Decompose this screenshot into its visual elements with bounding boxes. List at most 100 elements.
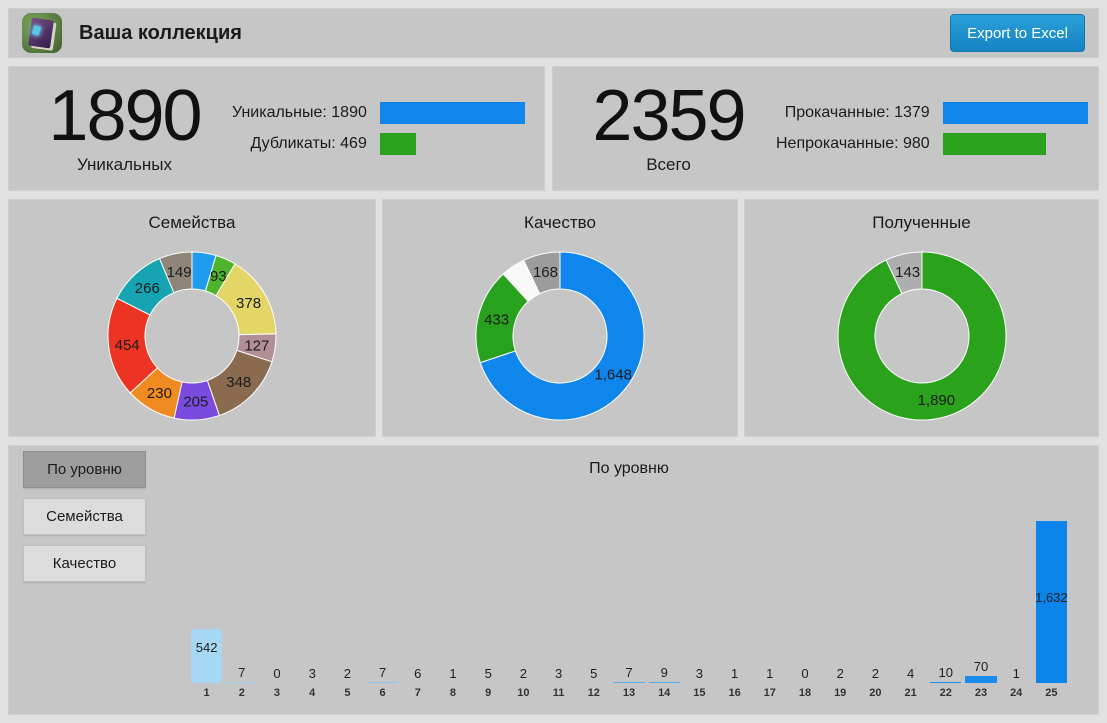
obtained-donut-panel: Полученные 1,890 143 (744, 199, 1099, 437)
unique-stat-card: 1890 Уникальных Уникальные: 1890 Дублика… (8, 66, 545, 191)
bar-value-label: 3 (554, 666, 563, 681)
upgraded-bar (942, 102, 1088, 124)
bar-x-label: 15 (693, 687, 706, 699)
unique-row-label: Уникальные: 1890 (232, 104, 367, 121)
bar-x-label: 19 (834, 687, 847, 699)
donut-segment (522, 251, 561, 295)
donut-segment-label: 127 (244, 337, 269, 354)
obtained-donut-title: Полученные (872, 213, 971, 232)
bar-x-label: 22 (939, 687, 952, 699)
quality-donut-chart: 1,648 433 168 (475, 251, 645, 421)
bar-slot-level-15: 3 15 (682, 499, 717, 699)
bar-value-label: 4 (906, 666, 915, 681)
export-to-excel-button[interactable]: Export to Excel (950, 14, 1085, 52)
unique-caption: Уникальных (76, 154, 173, 174)
bar-slot-level-1: 542 1 (189, 499, 224, 699)
level-bar (367, 682, 399, 683)
donut-segment (884, 251, 922, 295)
bar-slot-level-10: 2 10 (506, 499, 541, 699)
bar-x-label: 23 (974, 687, 988, 699)
bar-value-label: 7 (378, 665, 387, 680)
bar-slot-level-24: 1 24 (999, 499, 1034, 699)
chart-mode-tabs: По уровню Семейства Качество (23, 451, 146, 592)
donut-segment-label: 348 (226, 374, 251, 391)
unique-count-block: 1890 Уникальных (17, 76, 232, 174)
bar-x-label: 10 (517, 687, 530, 699)
bar-x-label: 4 (309, 687, 316, 699)
bar-slot-level-18: 0 18 (787, 499, 822, 699)
bar-x-label: 24 (1010, 687, 1023, 699)
bar-x-label: 8 (449, 687, 457, 699)
upgraded-row-label: Прокачанные: 1379 (784, 104, 930, 121)
level-bar-chart: 542 1 7 2 0 3 3 4 2 5 7 6 6 7 1 8 5 9 2 10 3 11 5 12 7 13 9 14 3 15 1 1… (189, 499, 1069, 699)
donut-segment (837, 251, 1006, 421)
unique-count: 1890 (48, 76, 202, 157)
bar-slot-level-21: 4 21 (893, 499, 928, 699)
donut-segment-label: 168 (533, 264, 558, 281)
level-bar (613, 682, 645, 683)
bar-slot-level-14: 9 14 (647, 499, 682, 699)
level-bar (965, 676, 997, 683)
duplicates-row: Дубликаты: 469 (232, 133, 525, 155)
bar-value-label: 5 (484, 666, 492, 681)
bar-value-label: 9 (660, 665, 668, 680)
donut-segment-label: 230 (147, 385, 172, 402)
level-bar (1035, 521, 1067, 683)
donut-segment-label: 205 (183, 393, 208, 410)
donut-segment (479, 251, 645, 421)
quality-donut-panel: Качество 1,648 433 168 (382, 199, 738, 437)
donut-segment (158, 251, 193, 294)
not-upgraded-row: Непрокачанные: 980 (776, 133, 1088, 155)
bar-value-label: 0 (273, 666, 281, 681)
bar-x-label: 12 (587, 687, 600, 699)
bar-x-label: 1 (203, 687, 210, 699)
bar-value-label: 1 (449, 666, 457, 681)
level-bar (226, 682, 258, 683)
families-donut-panel: Семейства 93 378 127 348 205 230 454 266 149 (8, 199, 376, 437)
bar-slot-level-13: 7 13 (611, 499, 646, 699)
bar-x-label: 20 (869, 687, 882, 699)
bar-value-label: 7 (238, 665, 246, 680)
bar-value-label: 1 (766, 666, 774, 681)
level-chart-title: По уровню (589, 460, 669, 477)
bar-value-label: 5 (590, 666, 598, 681)
bar-x-label: 13 (622, 687, 636, 699)
bar-x-label: 25 (1045, 687, 1058, 699)
total-stat-card: 2359 Всего Прокачанные: 1379 Непрокачанн… (552, 66, 1099, 191)
bar-slot-level-20: 2 20 (858, 499, 893, 699)
tab-by-level[interactable]: По уровню (23, 451, 146, 488)
donut-segment-label: 454 (115, 337, 140, 354)
bar-x-label: 14 (658, 687, 671, 699)
donut-segment-label: 1,648 (594, 366, 632, 383)
bar-slot-level-12: 5 12 (576, 499, 611, 699)
bar-value-label: 3 (308, 666, 316, 681)
total-count: 2359 (592, 76, 746, 157)
bar-slot-level-17: 1 17 (752, 499, 787, 699)
collection-book-icon (22, 13, 62, 53)
bar-value-label: 10 (938, 665, 954, 680)
donut-segment-label: 266 (135, 280, 160, 297)
bar-slot-level-25: 1,632 25 (1034, 499, 1069, 699)
donut-segment-label: 143 (895, 264, 920, 281)
not-upgraded-bar (942, 133, 1088, 155)
total-count-block: 2359 Всего (561, 76, 776, 174)
families-donut-title: Семейства (148, 213, 236, 232)
page-title: Ваша коллекция (79, 21, 242, 44)
tab-quality[interactable]: Качество (23, 545, 146, 582)
unique-bar (379, 102, 525, 124)
bar-value-label: 70 (973, 659, 989, 674)
bar-value-label: 0 (801, 666, 809, 681)
bar-value-label: 1 (1012, 666, 1020, 681)
families-donut-chart: 93 378 127 348 205 230 454 266 149 (107, 251, 277, 421)
total-caption: Всего (646, 154, 691, 174)
levels-panel: По уровню Семейства Качество По уровню 5… (8, 445, 1099, 715)
bar-x-label: 7 (414, 687, 421, 699)
bar-x-label: 9 (485, 687, 492, 699)
bar-slot-level-11: 3 11 (541, 499, 576, 699)
unique-stat-rows: Уникальные: 1890 Дубликаты: 469 (232, 102, 525, 155)
tab-families[interactable]: Семейства (23, 498, 146, 535)
